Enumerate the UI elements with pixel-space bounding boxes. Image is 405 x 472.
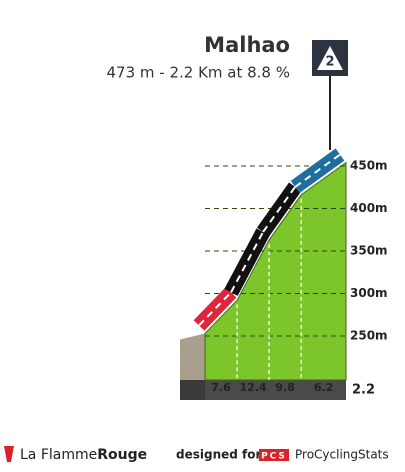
y-tick-label: 250m bbox=[350, 329, 388, 343]
y-tick-label: 450m bbox=[350, 159, 388, 173]
road-segment bbox=[224, 228, 270, 296]
profile: 250m 300m 350m 400m 450m 0.5 1.0 1.5 2.2 7.6 12.4 9… bbox=[180, 148, 388, 415]
flag-icon bbox=[4, 446, 14, 462]
x-tick-label: 0.5 bbox=[226, 400, 249, 415]
gradient-label: 6.2 bbox=[314, 381, 334, 394]
x-tick-label: 1.5 bbox=[290, 400, 313, 415]
brand-part: Rouge bbox=[97, 447, 147, 463]
road-centerline bbox=[262, 186, 296, 233]
y-tick-label: 300m bbox=[350, 286, 388, 300]
brand-part: La Flamme bbox=[20, 447, 97, 463]
designed-for: designed for bbox=[176, 448, 261, 462]
gradient-label: 9.8 bbox=[275, 381, 295, 394]
footer: La FlammeRouge designed for PCS ProCycli… bbox=[4, 446, 389, 463]
site-name: ProCyclingStats bbox=[295, 448, 389, 462]
climb-subtitle: 473 m - 2.2 Km at 8.8 % bbox=[106, 64, 290, 82]
x-tick-label: 2.2 bbox=[352, 383, 375, 398]
x-tick-label: 1.0 bbox=[258, 400, 281, 415]
climb-title: Malhao bbox=[204, 33, 290, 57]
pcs-label: PCS bbox=[261, 452, 287, 462]
road-centerline bbox=[294, 153, 341, 188]
category-label: 2 bbox=[325, 55, 334, 70]
badge-triangle bbox=[317, 46, 343, 70]
side-face bbox=[180, 333, 205, 380]
brand: La FlammeRouge bbox=[20, 447, 147, 463]
pcs-logo bbox=[259, 449, 289, 461]
profile-area bbox=[204, 161, 347, 381]
road-centerline bbox=[198, 291, 232, 327]
gradient-label: 12.4 bbox=[239, 381, 266, 394]
base-side bbox=[205, 380, 346, 400]
y-tick-label: 350m bbox=[350, 244, 388, 258]
y-tick-label: 400m bbox=[350, 201, 388, 215]
gradient-label: 7.6 bbox=[211, 381, 231, 394]
